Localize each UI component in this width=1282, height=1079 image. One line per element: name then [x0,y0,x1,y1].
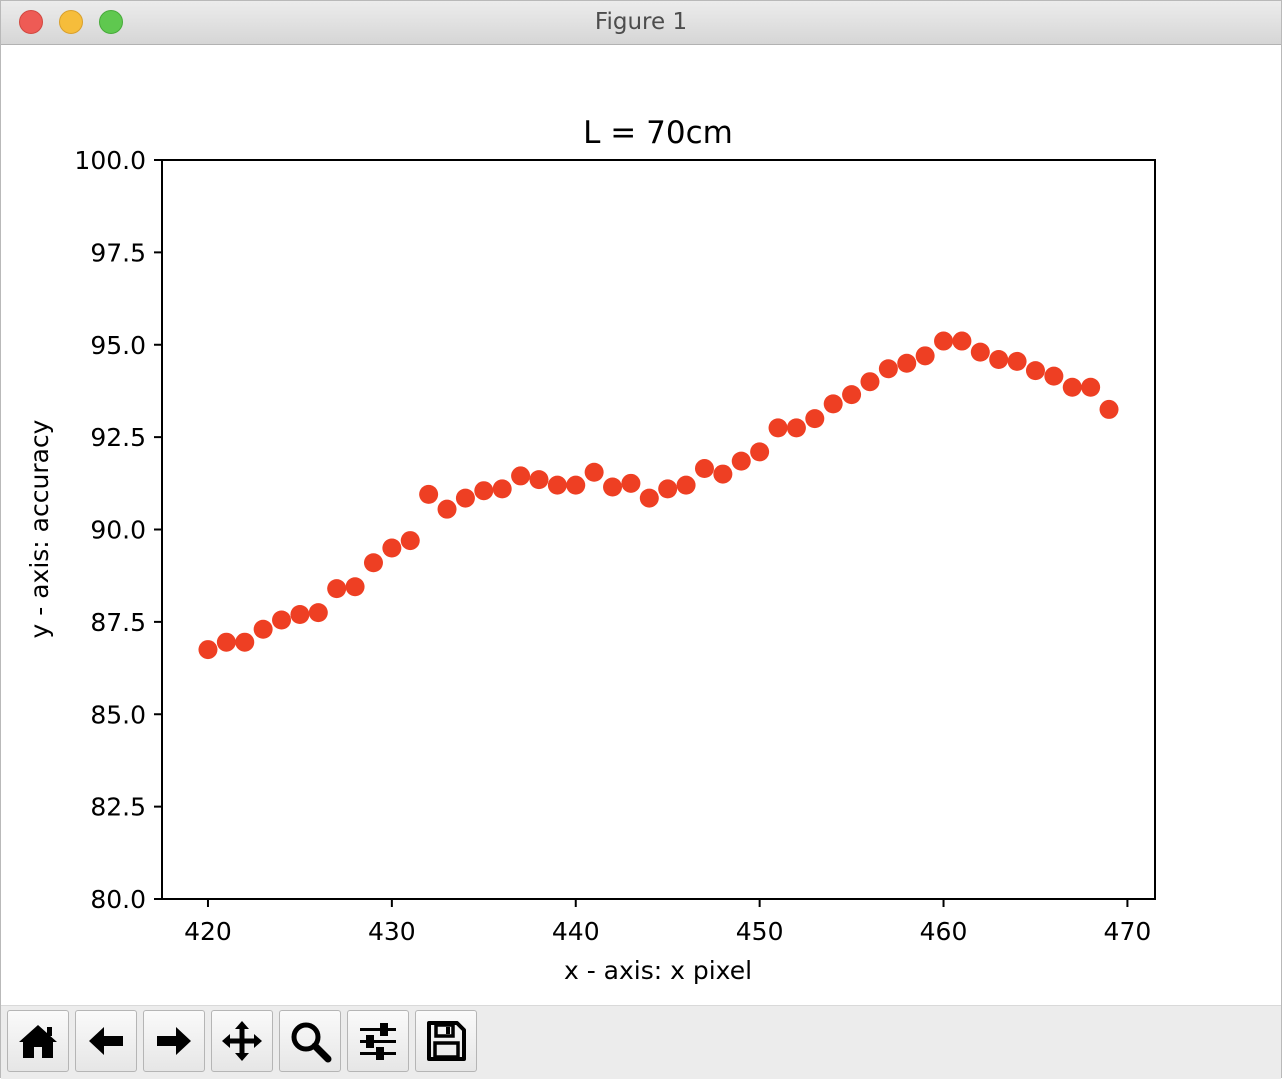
data-point [437,499,457,519]
forward-arrow-icon [157,1027,191,1055]
y-tick-label: 92.5 [90,423,146,452]
y-tick-label: 80.0 [90,885,146,914]
data-point [897,353,917,373]
data-point [694,459,714,479]
data-point [419,484,439,504]
y-tick-label: 87.5 [90,608,146,637]
x-tick-label: 440 [552,917,600,946]
data-point [529,470,549,490]
back-arrow-icon [89,1027,123,1055]
y-tick-label: 85.0 [90,700,146,729]
data-point [952,331,972,351]
forward-button[interactable] [143,1010,205,1072]
data-point [860,372,880,392]
data-point [382,538,402,558]
data-point [1099,399,1119,419]
window-title: Figure 1 [594,9,688,35]
x-tick-label: 420 [184,917,232,946]
data-point [621,473,641,493]
minimize-window-button[interactable] [59,10,83,34]
data-point [327,579,347,599]
x-tick-label: 450 [736,917,784,946]
y-axis: 80.0 82.5 85.0 87.5 90.0 92.5 95.0 97.5 100.0 [74,146,162,914]
title-bar[interactable]: Figure 1 [1,1,1281,45]
data-points [198,331,1119,660]
data-point [934,331,954,351]
data-point [915,346,935,366]
x-axis: 420 430 440 450 460 470 [184,899,1151,946]
y-tick-label: 97.5 [90,238,146,267]
y-tick-label: 100.0 [74,146,146,175]
data-point [989,350,1009,370]
pan-move-icon [222,1021,262,1061]
subplots-sliders-icon [360,1023,396,1060]
data-point [216,632,236,652]
chart-title: L = 70cm [583,115,733,151]
maximize-window-button[interactable] [99,10,123,34]
data-point [547,475,567,495]
data-point [455,488,475,508]
x-tick-label: 460 [920,917,968,946]
data-point [768,418,788,438]
data-point [970,342,990,362]
save-floppy-icon [427,1021,466,1061]
data-point [1007,351,1027,371]
data-point [639,488,659,508]
data-point [253,619,273,639]
data-point [272,610,292,630]
data-point [603,477,623,497]
data-point [235,632,255,652]
data-point [584,462,604,482]
navigation-toolbar [1,1005,1281,1079]
back-button[interactable] [75,1010,137,1072]
data-point [474,481,494,501]
data-point [676,475,696,495]
data-point [290,604,310,624]
data-point [363,553,383,573]
data-point [1025,361,1045,381]
data-point [713,464,733,484]
x-tick-label: 470 [1104,917,1152,946]
home-icon [19,1025,57,1058]
data-point [823,394,843,414]
data-point [805,409,825,429]
data-point [750,442,770,462]
data-point [400,531,420,551]
data-point [492,479,512,499]
data-point [878,359,898,379]
plot-area-frame [161,159,1156,900]
pan-button[interactable] [211,1010,273,1072]
data-point [566,475,586,495]
data-point [345,577,365,597]
data-point [1044,366,1064,386]
data-point [786,418,806,438]
data-point [308,603,328,623]
data-point [731,451,751,471]
x-tick-label: 430 [368,917,416,946]
save-button[interactable] [415,1010,477,1072]
y-tick-label: 82.5 [90,793,146,822]
close-window-button[interactable] [19,10,43,34]
x-axis-label: x - axis: x pixel [564,956,752,985]
data-point [658,479,678,499]
y-axis-label: y - axis: accuracy [25,419,54,638]
home-button[interactable] [7,1010,69,1072]
zoom-magnifier-icon [291,1022,332,1063]
configure-subplots-button[interactable] [347,1010,409,1072]
zoom-button[interactable] [279,1010,341,1072]
scatter-chart[interactable]: L = 70cm 80.0 82.5 85.0 87.5 90.0 92.5 95.0 97.… [1,45,1281,1003]
data-point [1081,377,1101,397]
data-point [842,385,862,405]
y-tick-label: 90.0 [90,516,146,545]
data-point [198,640,218,660]
data-point [511,466,531,486]
data-point [1062,377,1082,397]
y-tick-label: 95.0 [90,331,146,360]
